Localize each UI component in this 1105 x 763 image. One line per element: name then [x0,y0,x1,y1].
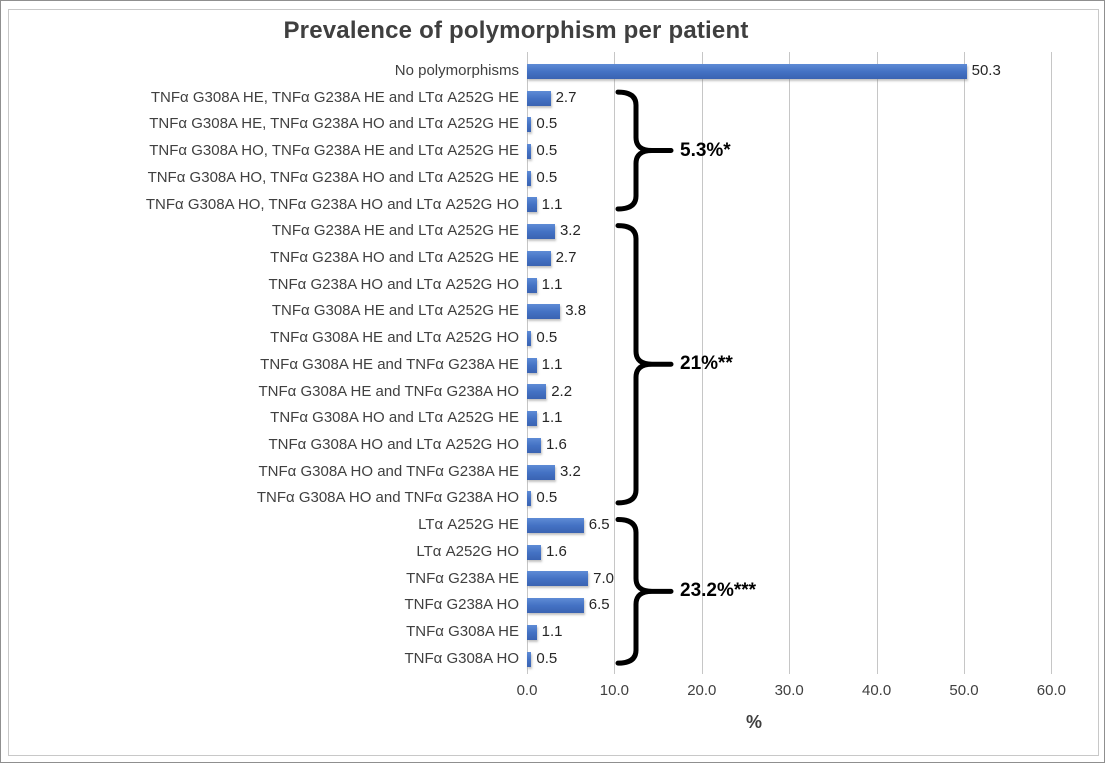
bar-12 [527,384,547,400]
chart-frame [8,9,1099,756]
category-label: TNFα G308A HE, TNFα G238A HE and LTα A25… [150,88,519,106]
category-label: TNFα G308A HE, TNFα G238A HO and LTα A25… [149,115,519,133]
bar-10 [527,331,532,347]
group-sum-label: 23.2%*** [680,580,757,602]
bar-4 [527,170,532,186]
bar-19 [527,571,589,587]
bar-21 [527,624,537,640]
x-tick-label: 20.0 [687,682,717,699]
value-label: 1.6 [545,542,567,560]
value-label: 0.5 [536,115,558,133]
value-label: 7.0 [593,569,615,587]
bar-15 [527,464,555,480]
category-label: TNFα G308A HO and TNFα G238A HO [256,489,519,507]
gridline-x-10 [614,52,616,674]
bar-0 [527,63,967,79]
category-label: TNFα G308A HE and LTα A252G HO [270,329,519,347]
value-label: 2.7 [555,249,577,267]
x-tick-label: 60.0 [1036,682,1066,699]
category-label: TNFα G238A HO [404,596,519,614]
bar-9 [527,304,561,320]
category-label: TNFα G308A HE and TNFα G238A HE [260,355,519,373]
value-label: 6.5 [588,516,610,534]
bar-7 [527,250,551,266]
category-label: TNFα G308A HE and LTα A252G HE [271,302,519,320]
bar-2 [527,117,532,133]
category-label: TNFα G308A HO, TNFα G238A HO and LTα A25… [145,195,519,213]
group-sum-label: 21%** [680,353,733,375]
bar-16 [527,491,532,507]
category-label: TNFα G238A HE [406,569,519,587]
bar-5 [527,197,537,213]
value-label: 0.5 [536,329,558,347]
gridline-x-20 [701,52,703,674]
value-label: 3.8 [565,302,587,320]
category-label: TNFα G308A HO and TNFα G238A HE [258,462,519,480]
x-tick-label: 10.0 [599,682,629,699]
value-label: 1.1 [541,275,563,293]
value-label: 1.6 [545,436,567,454]
value-label: 1.1 [541,195,563,213]
bar-14 [527,437,541,453]
category-label: TNFα G308A HO, TNFα G238A HO and LTα A25… [147,168,519,186]
category-label: TNFα G238A HE and LTα A252G HE [271,222,519,240]
category-label: TNFα G238A HO and LTα A252G HO [268,275,520,293]
value-label: 0.5 [536,489,558,507]
bar-17 [527,518,584,534]
category-label: TNFα G308A HE [406,623,519,641]
value-label: 2.7 [555,88,577,106]
value-label: 1.1 [541,409,563,427]
x-tick-label: 0.0 [516,682,538,699]
bar-1 [527,90,551,106]
gridline-x-50 [964,52,965,674]
x-axis-title: % [745,712,762,732]
category-label: TNFα G308A HO, TNFα G238A HE and LTα A25… [149,142,519,160]
category-label: LTα A252G HO [416,542,519,560]
value-label: 0.5 [536,142,558,160]
bar-22 [527,651,532,667]
category-label: TNFα G238A HO and LTα A252G HE [270,249,519,267]
bar-18 [527,544,541,560]
value-label: 0.5 [536,649,558,667]
chart-title: Prevalence of polymorphism per patient [283,17,749,44]
category-label: LTα A252G HE [418,516,519,534]
gridline-x-30 [789,52,791,674]
value-label: 6.5 [588,596,610,614]
bar-13 [527,411,537,427]
bar-20 [527,598,584,614]
x-tick-label: 50.0 [949,682,979,699]
x-tick-label: 40.0 [861,682,892,699]
value-label: 50.3 [971,62,1001,79]
bar-3 [527,144,532,159]
value-label: 1.1 [541,355,563,373]
value-label: 0.5 [536,168,558,186]
value-label: 3.2 [559,222,581,240]
bar-11 [527,357,537,373]
category-label: No polymorphisms [394,62,519,79]
category-label: TNFα G308A HO and LTα A252G HE [270,409,519,427]
gridline-x-40 [876,52,878,674]
value-label: 2.2 [551,382,573,400]
bar-6 [527,224,555,240]
x-tick-label: 30.0 [774,682,804,699]
category-label: TNFα G308A HE and TNFα G238A HO [258,382,519,400]
value-label: 1.1 [541,623,563,641]
value-label: 3.2 [559,462,581,480]
category-label: TNFα G308A HO and LTα A252G HO [268,436,520,454]
group-sum-label: 5.3%* [680,139,731,161]
bar-8 [527,277,537,293]
gridline-x-60 [1051,52,1053,674]
category-label: TNFα G308A HO [404,649,519,667]
